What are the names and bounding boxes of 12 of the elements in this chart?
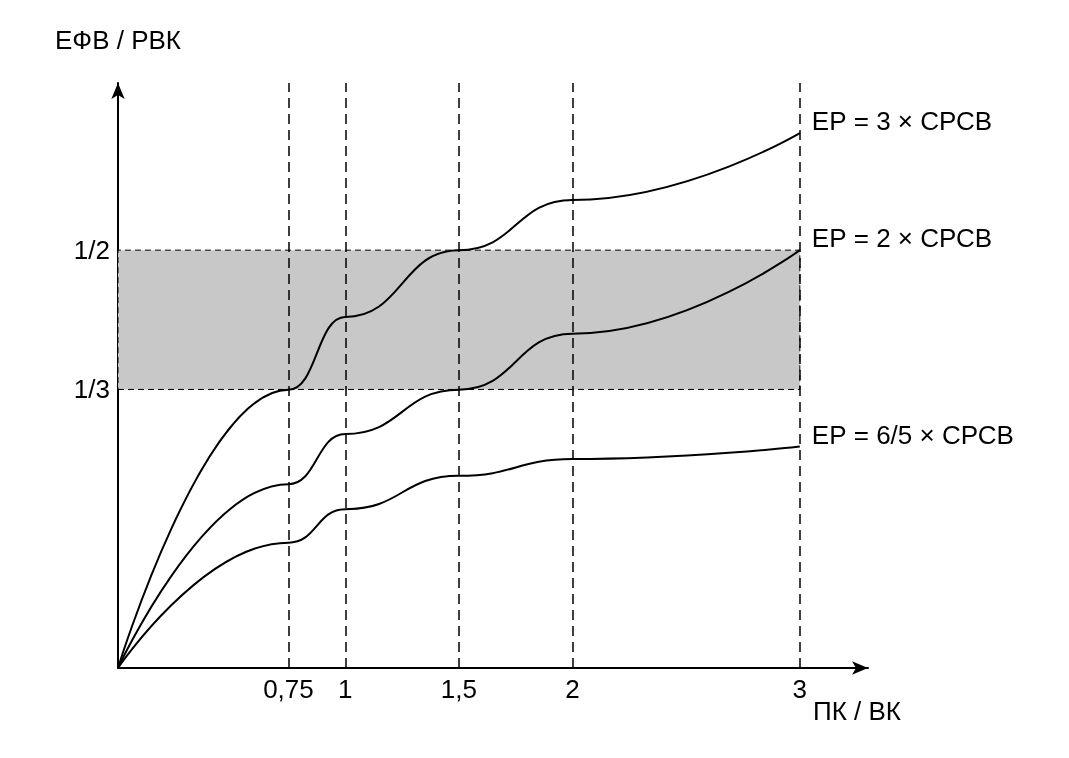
y-tick-label: 1/2	[73, 235, 110, 266]
x-tick-label: 0,75	[263, 674, 314, 704]
series-label: ЕР = 3 × СРСВ	[811, 106, 993, 137]
y-tick-label: 1/3	[73, 374, 110, 405]
x-tick-label: 3	[792, 674, 808, 704]
series-label: ЕР = 2 × СРСВ	[811, 223, 993, 254]
x-axis-title: ПК / ВК	[812, 696, 901, 726]
x-tick-label: 2	[565, 674, 580, 704]
x-tick-label: 1,5	[440, 674, 477, 704]
y-axis-title: ЕФВ / РВК	[55, 25, 181, 55]
x-tick-label: 1	[338, 674, 353, 704]
series-label: ЕР = 6/5 × СРСВ	[811, 419, 1014, 450]
